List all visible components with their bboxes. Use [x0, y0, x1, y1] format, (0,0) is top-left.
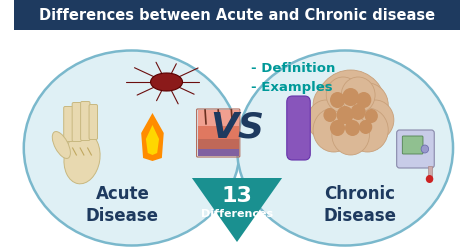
Circle shape: [342, 88, 359, 106]
Text: Differences between Acute and Chronic disease: Differences between Acute and Chronic di…: [39, 7, 435, 23]
Text: VS: VS: [210, 111, 264, 145]
Circle shape: [351, 104, 365, 120]
Circle shape: [356, 92, 371, 108]
Circle shape: [326, 77, 360, 113]
Circle shape: [426, 175, 433, 183]
Circle shape: [308, 100, 345, 140]
FancyBboxPatch shape: [428, 166, 432, 178]
FancyBboxPatch shape: [287, 96, 310, 160]
FancyBboxPatch shape: [397, 130, 434, 168]
Circle shape: [365, 109, 378, 123]
Circle shape: [421, 145, 428, 153]
FancyBboxPatch shape: [81, 101, 90, 141]
Circle shape: [356, 100, 394, 140]
Circle shape: [341, 77, 375, 113]
FancyBboxPatch shape: [72, 102, 82, 142]
Circle shape: [347, 108, 388, 152]
Ellipse shape: [52, 131, 71, 158]
Text: - Definition: - Definition: [251, 62, 336, 74]
FancyBboxPatch shape: [198, 126, 239, 139]
FancyBboxPatch shape: [198, 110, 239, 126]
Text: 13: 13: [221, 186, 253, 206]
Circle shape: [330, 120, 345, 136]
Text: - Examples: - Examples: [251, 82, 333, 94]
Ellipse shape: [24, 51, 240, 246]
Circle shape: [315, 70, 386, 146]
Ellipse shape: [237, 51, 453, 246]
Polygon shape: [141, 113, 164, 161]
Polygon shape: [192, 178, 282, 242]
Circle shape: [313, 108, 355, 152]
FancyBboxPatch shape: [89, 104, 98, 139]
Text: Differences: Differences: [201, 209, 273, 219]
FancyBboxPatch shape: [64, 106, 74, 142]
Circle shape: [337, 106, 354, 124]
FancyBboxPatch shape: [14, 0, 460, 30]
Circle shape: [345, 120, 360, 136]
Text: Chronic
Disease: Chronic Disease: [324, 185, 397, 225]
Ellipse shape: [64, 132, 100, 184]
FancyBboxPatch shape: [402, 136, 423, 154]
Circle shape: [347, 83, 388, 127]
Text: Acute
Disease: Acute Disease: [86, 185, 159, 225]
Circle shape: [313, 83, 355, 127]
Circle shape: [330, 92, 345, 108]
Circle shape: [359, 120, 372, 134]
Circle shape: [323, 108, 337, 122]
Polygon shape: [146, 125, 159, 155]
FancyBboxPatch shape: [198, 149, 239, 156]
FancyBboxPatch shape: [198, 139, 239, 149]
Ellipse shape: [151, 73, 182, 91]
Circle shape: [332, 115, 369, 155]
